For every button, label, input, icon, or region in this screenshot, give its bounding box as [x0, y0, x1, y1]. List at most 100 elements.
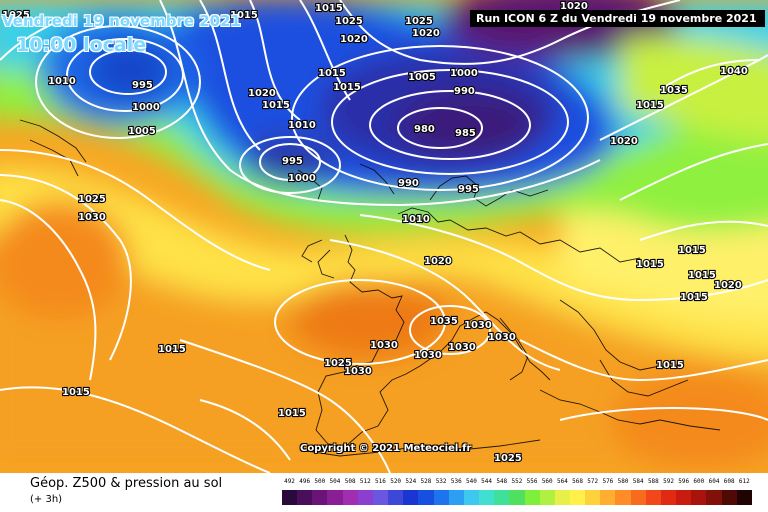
- pressure-label: 1015: [315, 3, 343, 14]
- copyright-notice: Copyright © 2021 Meteociel.fr: [300, 443, 472, 454]
- pressure-label: 1025: [2, 10, 30, 21]
- color-scale-swatch: [418, 490, 434, 505]
- pressure-label: 1030: [448, 342, 476, 353]
- color-scale-tick-label: 568: [572, 478, 583, 485]
- pressure-label: 1015: [333, 82, 361, 93]
- pressure-label: 1010: [402, 214, 430, 225]
- color-scale-swatch: [448, 490, 464, 505]
- legend-subtitle: (+ 3h): [30, 494, 63, 505]
- color-scale-swatch: [676, 490, 692, 505]
- color-scale-tick-label: 532: [435, 478, 447, 485]
- pressure-label: 1015: [158, 344, 186, 355]
- color-scale-tick-label: 612: [738, 478, 750, 485]
- pressure-label: 1010: [48, 76, 76, 87]
- pressure-label: 1030: [370, 340, 398, 351]
- pressure-label: 1015: [636, 100, 664, 111]
- pressure-label: 995: [458, 184, 479, 195]
- coastlines: [19, 119, 721, 457]
- color-scale-tick-label: 564: [556, 478, 568, 485]
- color-scale-swatch: [736, 490, 752, 505]
- pressure-label: 1000: [132, 102, 160, 113]
- color-scale-tick-label: 560: [541, 478, 553, 485]
- pressure-label: 985: [455, 128, 476, 139]
- pressure-label: 1015: [680, 292, 708, 303]
- color-scale-swatch: [433, 490, 449, 505]
- pressure-label: 1015: [262, 100, 290, 111]
- color-scale-swatch: [539, 490, 555, 505]
- pressure-label: 1025: [78, 194, 106, 205]
- pressure-label: 995: [132, 80, 153, 91]
- color-scale-swatch: [660, 490, 677, 505]
- color-scale-swatch: [585, 490, 601, 505]
- color-scale-tick-label: 544: [481, 478, 493, 485]
- color-scale-tick-label: 592: [663, 478, 674, 485]
- pressure-label: 1025: [405, 16, 433, 27]
- color-scale-tick-label: 512: [359, 478, 371, 485]
- pressure-label: 990: [454, 86, 475, 97]
- color-scale-swatch: [312, 490, 328, 505]
- pressure-label: 1025: [324, 358, 352, 369]
- pressure-label: 1025: [494, 453, 522, 464]
- color-scale-tick-label: 504: [329, 478, 341, 485]
- pressure-label: 990: [398, 178, 419, 189]
- pressure-label: 1020: [610, 136, 638, 147]
- color-scale-tick-label: 540: [466, 478, 477, 485]
- color-scale-tick-label: 588: [647, 478, 659, 485]
- color-scale-swatch: [554, 490, 570, 505]
- color-scale-tick-label: 524: [405, 478, 417, 485]
- forecast-date: Vendredi 19 novembre 2021: [2, 12, 241, 30]
- color-scale-tick-label: 508: [344, 478, 356, 485]
- color-scale-swatch: [463, 490, 480, 505]
- legend-panel: Géop. Z500 & pression au sol (+ 3h) 492 4…: [0, 473, 768, 512]
- pressure-label: 1020: [412, 28, 440, 39]
- color-scale-tick-label: 604: [708, 478, 720, 485]
- pressure-label: 1030: [488, 332, 516, 343]
- pressure-label: 1020: [248, 88, 276, 99]
- pressure-label: 1010: [288, 120, 316, 131]
- color-scale-swatch: [600, 490, 616, 505]
- color-scale-tick-label: 536: [450, 478, 462, 485]
- color-scale-swatch: [691, 490, 707, 505]
- pressure-label: 1015: [636, 259, 664, 270]
- color-scale-swatch: [342, 490, 358, 505]
- color-scale-swatch: [372, 490, 389, 505]
- color-scale-tick-label: 608: [723, 478, 735, 485]
- color-scale-swatch: [721, 490, 737, 505]
- color-scale-swatch: [706, 490, 722, 505]
- color-scale-swatch: [297, 490, 313, 505]
- color-scale-swatch: [388, 490, 404, 505]
- pressure-label: 1015: [678, 245, 706, 256]
- pressure-label: 1000: [450, 68, 478, 79]
- pressure-label: 995: [282, 156, 303, 167]
- color-scale-swatch: [479, 490, 495, 505]
- color-scale-tick-label: 576: [602, 478, 614, 485]
- model-run-banner: Run ICON 6 Z du Vendredi 19 novembre 202…: [470, 10, 765, 27]
- color-scale-tick-label: 552: [511, 478, 523, 485]
- color-scale-swatch: [569, 490, 586, 505]
- pressure-label: 1020: [560, 1, 588, 12]
- color-scale-swatch: [645, 490, 661, 505]
- pressure-label: 1015: [688, 270, 716, 281]
- color-scale-tick-label: 580: [617, 478, 629, 485]
- color-scale-tick-label: 584: [632, 478, 644, 485]
- pressure-label: 1020: [424, 256, 452, 267]
- forecast-time: 10:00 locale: [16, 34, 147, 56]
- color-scale-tick-label: 556: [526, 478, 538, 485]
- pressure-label: 1030: [344, 366, 372, 377]
- color-scale-tick-label: 548: [496, 478, 508, 485]
- color-scale-swatch: [357, 490, 373, 505]
- pressure-label: 1005: [408, 72, 436, 83]
- pressure-label: 1015: [278, 408, 306, 419]
- weather-map: 1025 1015 1025 1020 1015 1010 995 1000 1005 1020 1…: [0, 0, 768, 473]
- color-scale-tick-label: 520: [390, 478, 402, 485]
- color-scale-tick-label: 572: [587, 478, 599, 485]
- color-scale-tick-label: 496: [299, 478, 311, 485]
- color-scale-tick-label: 516: [375, 478, 386, 485]
- color-scale-bar: [282, 490, 752, 505]
- pressure-label: 1030: [414, 350, 442, 361]
- pressure-label: 1000: [288, 173, 316, 184]
- color-scale-swatch: [509, 490, 525, 505]
- color-scale-tick-label: 600: [693, 478, 705, 485]
